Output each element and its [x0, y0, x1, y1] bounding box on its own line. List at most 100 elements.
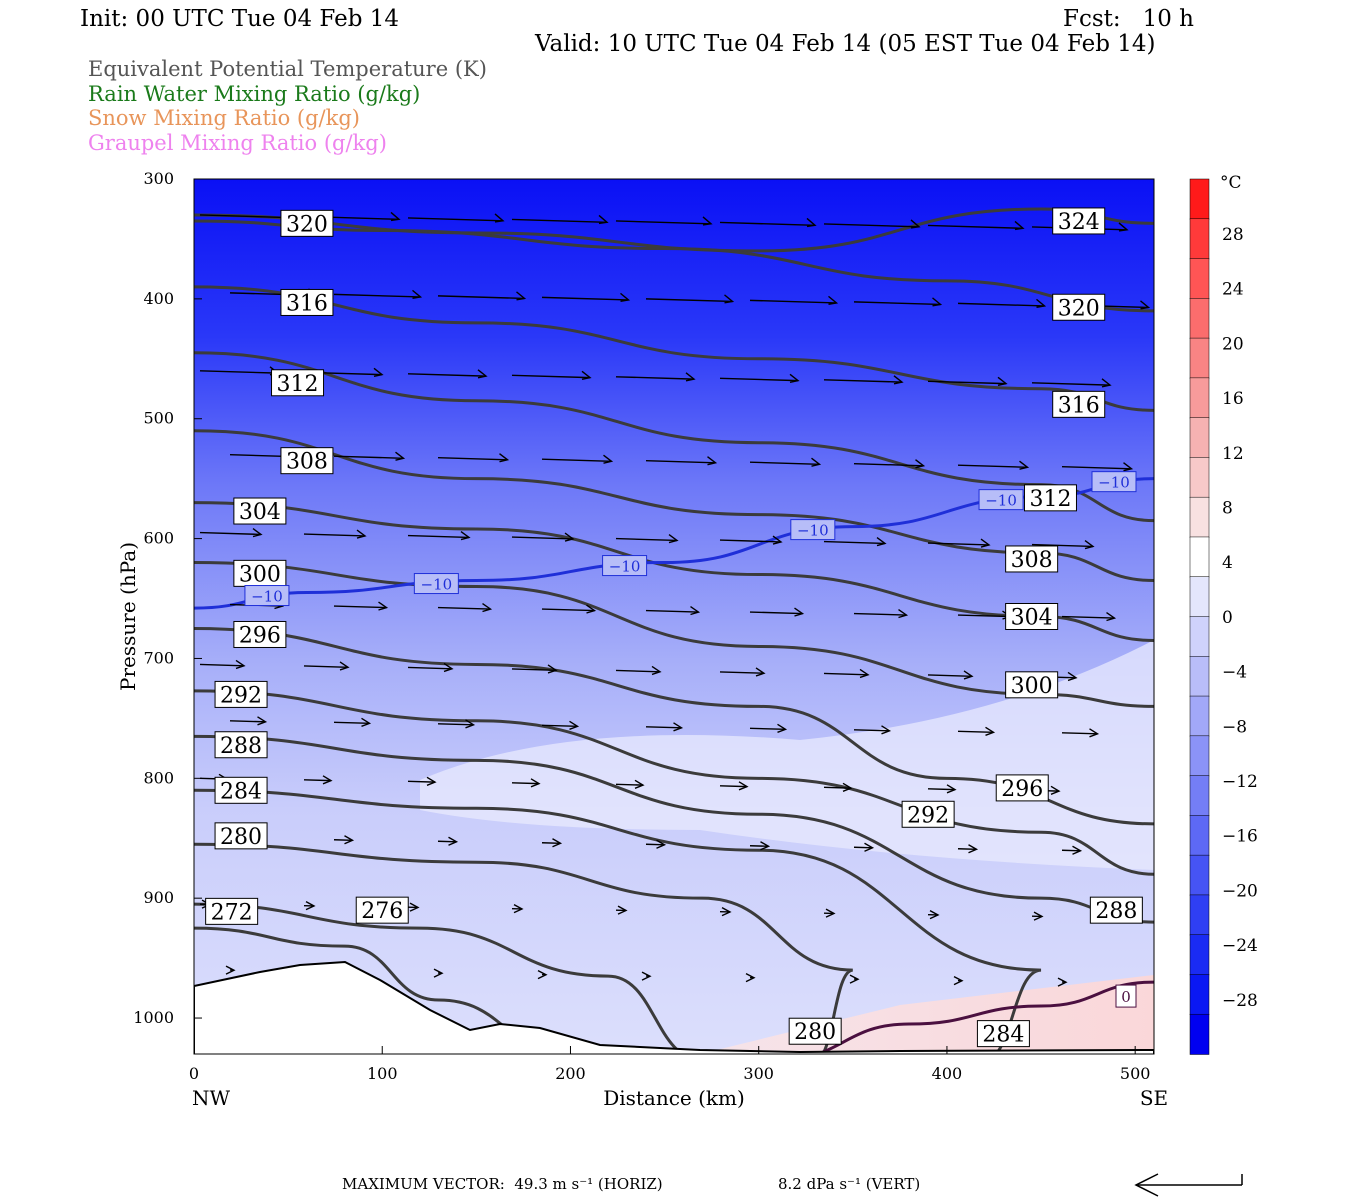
- colorbar-tick-label: 0: [1222, 608, 1233, 628]
- wind-vector: [437, 723, 474, 726]
- colorbar-tick-label: 8: [1222, 499, 1233, 519]
- colorbar-tick-label: −16: [1222, 827, 1258, 847]
- valid-time: Valid: 10 UTC Tue 04 Feb 14 (05 EST Tue …: [535, 31, 1156, 57]
- wind-vector-head: [946, 784, 957, 794]
- theta-e-label-280: 280: [788, 1017, 842, 1045]
- colorbar-swatch: [1189, 815, 1210, 856]
- wind-vector: [823, 540, 886, 545]
- colorbar-swatch: [1189, 775, 1210, 817]
- wind-vector-head: [344, 835, 355, 845]
- wind-vector-head: [547, 664, 558, 674]
- wind-vector: [927, 380, 1007, 385]
- wind-vector-head: [1140, 300, 1151, 310]
- wind-vector: [199, 663, 245, 667]
- wind-vector-head: [603, 454, 614, 464]
- wind-vector-head: [1101, 378, 1112, 388]
- theta-e-label-292: 292: [214, 680, 268, 708]
- init-time: Init: 00 UTC Tue 04 Feb 14: [80, 6, 400, 32]
- wind-vector-head: [980, 538, 991, 548]
- x-tick-label: 500: [1120, 1064, 1151, 1083]
- wind-vector: [199, 370, 279, 374]
- wind-vector-head: [378, 601, 389, 611]
- wind-vector-head: [257, 716, 268, 726]
- x-tick-label: 300: [743, 1064, 774, 1083]
- wind-vector: [853, 462, 924, 467]
- wind-vector-head: [929, 910, 940, 920]
- temp-label-minus-10: −10: [244, 585, 290, 607]
- wind-vector-head: [772, 535, 783, 545]
- legend-theta-e: Equivalent Potential Temperature (K): [88, 57, 487, 81]
- wind-vector: [749, 727, 786, 731]
- wind-vector: [957, 730, 994, 734]
- wind-vector: [853, 301, 941, 306]
- wind-vector: [229, 720, 266, 723]
- wind-vector-head: [433, 968, 444, 978]
- wind-vector-head: [617, 905, 628, 915]
- wind-vector: [615, 376, 695, 380]
- wind-vector: [1061, 615, 1115, 619]
- wind-vector: [719, 377, 799, 382]
- wind-vector-head: [898, 608, 909, 619]
- max-vector-horiz: MAXIMUM VECTOR: 49.3 m s⁻¹ (HORIZ): [342, 1175, 663, 1193]
- theta-e-contour-316: [194, 285, 1154, 412]
- y-tick-label: 700: [143, 648, 174, 667]
- colorbar-tick-label: −20: [1222, 881, 1258, 901]
- wind-vector-head: [443, 662, 454, 673]
- theta-e-label-320: 320: [280, 209, 334, 237]
- wind-vector-head: [634, 779, 645, 789]
- theta-e-contour-284: [194, 788, 1042, 1054]
- temp-label-zero: 0: [1115, 984, 1137, 1008]
- wind-vector-head: [656, 839, 667, 849]
- wind-vector-head: [412, 289, 423, 300]
- theta-e-label-text: 312: [1029, 487, 1071, 512]
- wind-vector-head: [235, 659, 246, 670]
- theta-e-label-276: 276: [355, 896, 409, 924]
- wind-vector-head: [915, 459, 926, 469]
- wind-vector-head: [690, 605, 701, 616]
- temp-label-text: −10: [797, 522, 829, 540]
- wind-vector-head: [1067, 671, 1078, 682]
- wind-vector: [303, 533, 366, 537]
- wind-vector: [437, 840, 457, 843]
- wind-vector: [957, 302, 1045, 307]
- wind-vector: [823, 786, 852, 789]
- wind-vector: [719, 221, 816, 227]
- wind-vector-head: [668, 534, 679, 544]
- theta-e-contour-280: [194, 842, 854, 1054]
- mid-level-warm-tongue: [420, 640, 1154, 870]
- wind-vector-head: [794, 607, 805, 617]
- wind-vector: [199, 531, 262, 536]
- colorbar-tick-label: 20: [1222, 334, 1244, 354]
- wind-vector: [511, 668, 557, 671]
- theta-e-label-272: 272: [205, 897, 259, 925]
- wind-vector-head: [409, 902, 420, 912]
- wind-vector: [407, 534, 470, 539]
- temp-label-text: −10: [1098, 474, 1130, 492]
- colorbar-swatch: [1189, 735, 1210, 777]
- wind-vector-head: [1057, 977, 1068, 987]
- wind-vector: [511, 374, 591, 379]
- wind-vector-head: [339, 661, 350, 671]
- theta-e-label-324: 324: [1052, 207, 1106, 235]
- wind-vector: [437, 606, 491, 610]
- wind-vector: [853, 612, 907, 616]
- wind-vector: [615, 537, 678, 542]
- colorbar-swatch: [1189, 894, 1210, 936]
- temp-label-minus-10: −10: [790, 519, 836, 541]
- wind-vector-head: [842, 782, 853, 792]
- wind-vector: [927, 788, 956, 791]
- wind-vector: [927, 224, 1024, 230]
- colorbar-swatch: [1189, 656, 1210, 697]
- wind-vector-head: [513, 904, 524, 914]
- colorbar-swatch: [1189, 616, 1210, 658]
- theta-e-label-text: 280: [794, 1020, 836, 1045]
- wind-vector-head: [448, 836, 459, 846]
- wind-vector: [333, 839, 353, 842]
- theta-e-label-288: 288: [1089, 896, 1143, 924]
- wind-vector: [511, 218, 608, 224]
- theta-e-label-284: 284: [976, 1020, 1030, 1048]
- wind-vector-head: [825, 908, 836, 918]
- wind-vector: [853, 846, 873, 849]
- wind-vector-head: [721, 907, 732, 917]
- wind-vector-head: [760, 841, 771, 851]
